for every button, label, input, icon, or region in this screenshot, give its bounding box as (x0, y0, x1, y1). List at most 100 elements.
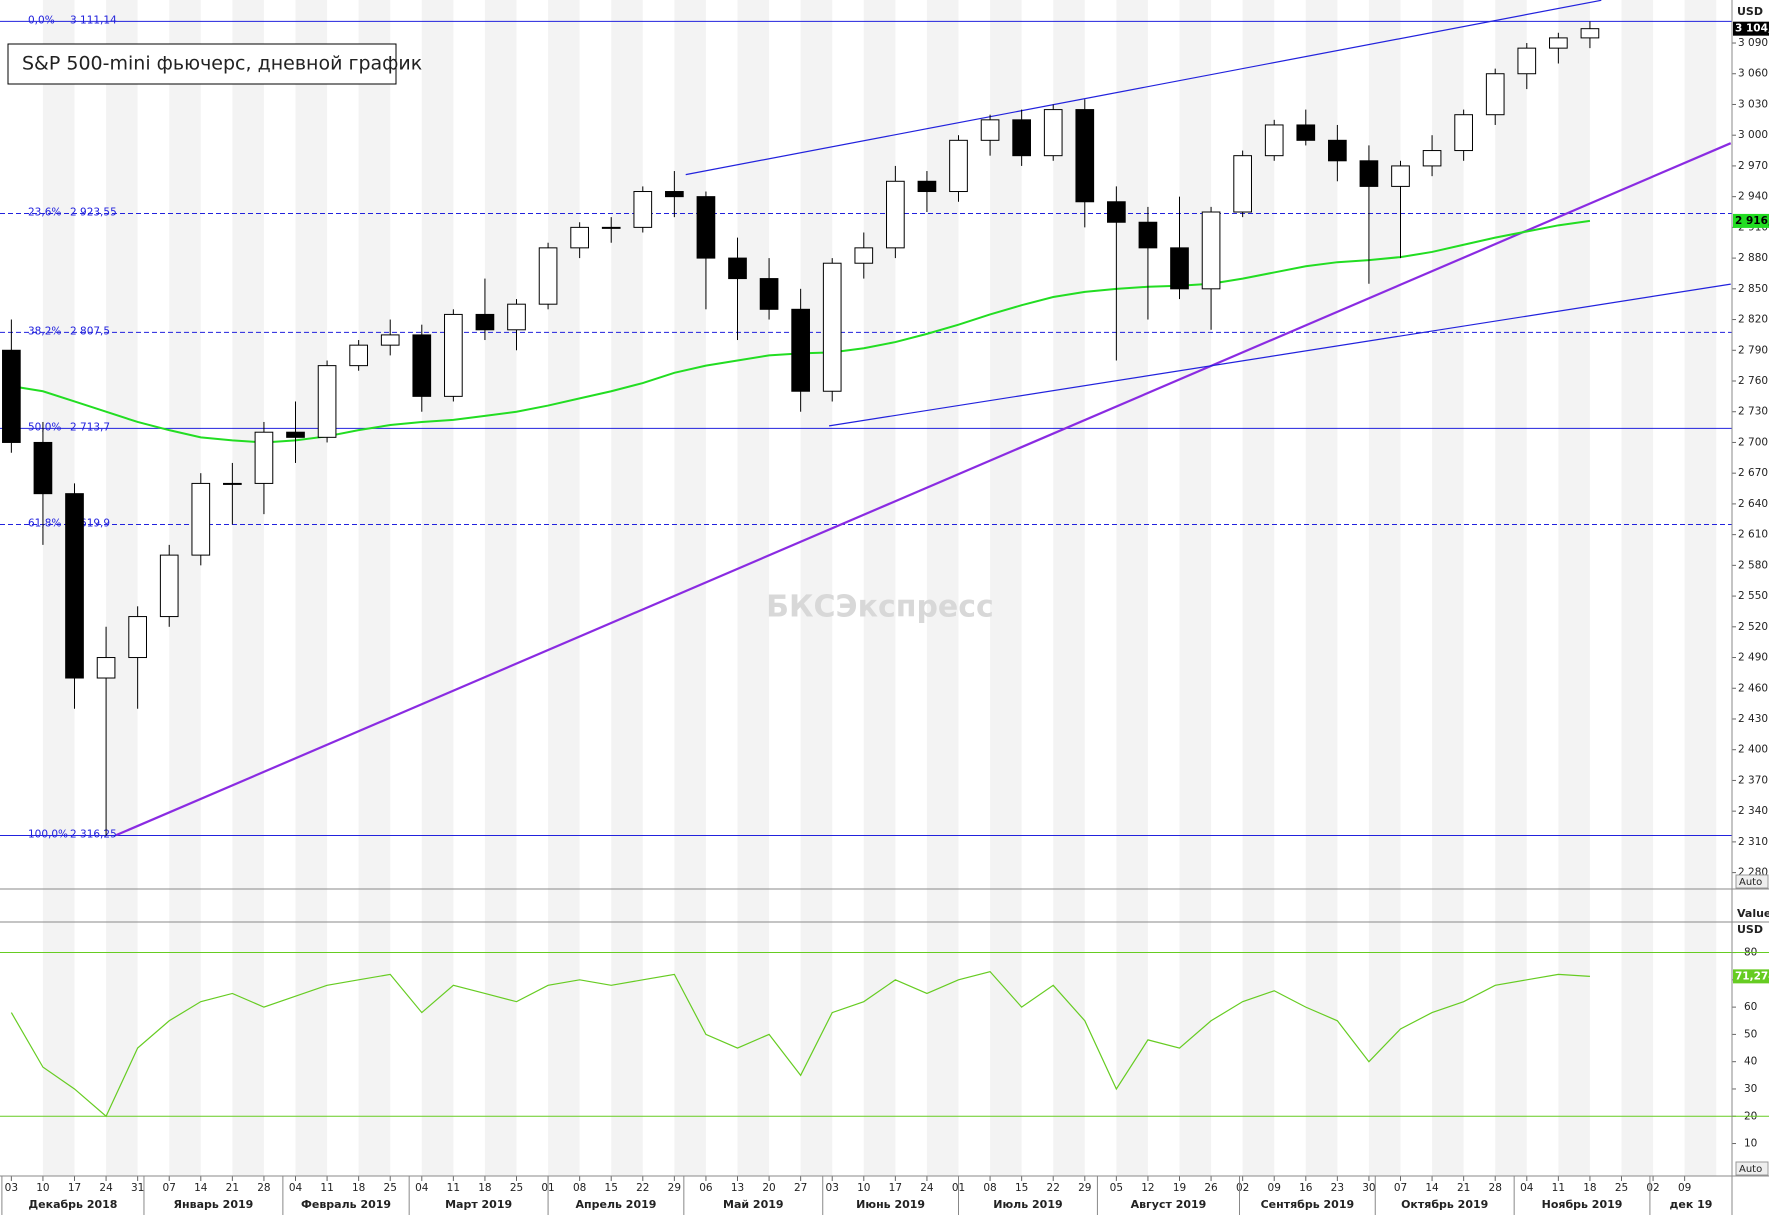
candle-body (1422, 150, 1442, 167)
x-tick-label: 04 (415, 1182, 429, 1194)
x-tick-label: 20 (762, 1182, 775, 1194)
week-stripe (1305, 0, 1338, 1176)
week-stripe (1621, 0, 1654, 1176)
month-label: Май 2019 (723, 1198, 784, 1211)
x-tick-label: 10 (36, 1182, 49, 1194)
week-stripe (358, 0, 391, 1176)
candle-body (507, 303, 526, 331)
week-stripe (1432, 0, 1464, 1176)
y-tick-label: 2 370 (1738, 774, 1768, 786)
x-tick-label: 29 (1078, 1182, 1091, 1194)
week-stripe (926, 0, 959, 1176)
x-tick-label: 18 (352, 1182, 365, 1194)
x-tick-label: 26 (1204, 1182, 1218, 1194)
x-tick-label: 13 (731, 1182, 744, 1194)
x-tick-label: 06 (699, 1182, 713, 1194)
last-price-bg (1733, 21, 1769, 36)
x-tick-label: 19 (1173, 1182, 1186, 1194)
candle-body (96, 657, 116, 679)
auto-button[interactable] (1735, 874, 1769, 889)
x-tick-label: 27 (794, 1182, 807, 1194)
week-stripe (990, 0, 1022, 1176)
x-tick-label: 28 (1489, 1182, 1502, 1194)
y-tick-label: 2 340 (1738, 805, 1768, 817)
x-tick-label: 08 (983, 1182, 996, 1194)
week-stripe (548, 0, 580, 1176)
auto-button[interactable] (1735, 1161, 1769, 1176)
candle-body (728, 257, 747, 280)
y-tick-label: 2 520 (1738, 621, 1768, 633)
candle-body (1233, 155, 1252, 213)
auto-label[interactable]: Auto (1739, 1164, 1762, 1175)
y-tick-label: 2 970 (1738, 160, 1768, 172)
x-tick-label: 07 (163, 1182, 176, 1194)
y-tick-label: 3 030 (1738, 98, 1768, 110)
x-tick-label: 11 (447, 1182, 460, 1194)
last-price: 3 104,0 (1735, 23, 1769, 35)
x-tick-label: 16 (1299, 1182, 1313, 1194)
fib-value: 3 111,14 (70, 14, 117, 26)
candle-body (1264, 124, 1284, 157)
month-label: Июль 2019 (993, 1198, 1062, 1211)
trend-line (115, 142, 1732, 837)
candle-body (980, 119, 1000, 141)
axis-title: Value (1737, 907, 1769, 920)
x-tick-label: 11 (1552, 1182, 1565, 1194)
candle-body (1485, 73, 1505, 116)
x-tick-label: 25 (384, 1182, 397, 1194)
x-tick-label: 21 (226, 1182, 239, 1194)
fib-value: 2 923,55 (70, 206, 117, 218)
candle-body (949, 139, 968, 193)
candle-body (791, 308, 810, 392)
candle-body (475, 313, 495, 331)
candle-body (1201, 211, 1221, 290)
trend-line (685, 0, 1602, 176)
ma-last: 2 916,3 (1735, 215, 1769, 227)
x-tick-label: 14 (1425, 1182, 1439, 1194)
trend-line (828, 283, 1731, 427)
candle-body (1043, 109, 1063, 157)
rsi-line (10, 970, 1590, 1118)
y-tick-label: 50 (1744, 1028, 1757, 1040)
rsi-last-bg (1733, 969, 1769, 984)
fib-value: 2 713,7 (70, 421, 110, 433)
auto-label[interactable]: Auto (1739, 877, 1762, 888)
x-tick-label: 12 (1141, 1182, 1154, 1194)
fib-level: 61,8% (28, 517, 61, 529)
x-tick-label: 29 (668, 1182, 681, 1194)
week-stripe (1368, 0, 1401, 1176)
y-tick-label: 3 090 (1738, 37, 1768, 49)
ma-last-bg (1733, 213, 1769, 228)
y-tick-label: 2 580 (1738, 559, 1768, 571)
x-tick-label: 21 (1457, 1182, 1470, 1194)
fib-level: 23,6% (28, 206, 61, 218)
x-tick-label: 11 (320, 1182, 333, 1194)
month-label: Август 2019 (1131, 1198, 1207, 1211)
candle-body (854, 247, 874, 264)
x-tick-label: 31 (131, 1182, 144, 1194)
x-tick-label: 07 (1394, 1182, 1407, 1194)
candle-body (286, 431, 305, 438)
y-tick-label: 2 670 (1738, 467, 1768, 479)
x-tick-label: 18 (478, 1182, 491, 1194)
candle-body (665, 191, 684, 198)
candle-body (191, 482, 211, 556)
x-tick-label: 15 (1015, 1182, 1028, 1194)
candle-body (65, 493, 84, 679)
x-tick-label: 02 (1236, 1182, 1249, 1194)
month-label: Декабрь 2018 (28, 1198, 117, 1211)
fib-level: 38,2% (28, 325, 61, 337)
y-tick-label: 2 880 (1738, 252, 1768, 264)
y-tick-label: 10 (1744, 1138, 1757, 1150)
week-stripe (863, 0, 896, 1176)
candle-body (1328, 139, 1347, 162)
fib-level: 100,0% (28, 828, 68, 840)
candle-body (696, 196, 716, 259)
x-tick-label: 30 (1362, 1182, 1375, 1194)
candle-body (601, 226, 621, 229)
x-tick-label: 24 (920, 1182, 934, 1194)
candle-body (1138, 221, 1158, 249)
candle-body (759, 278, 779, 310)
candle-body (412, 334, 432, 397)
candle-body (128, 616, 147, 659)
